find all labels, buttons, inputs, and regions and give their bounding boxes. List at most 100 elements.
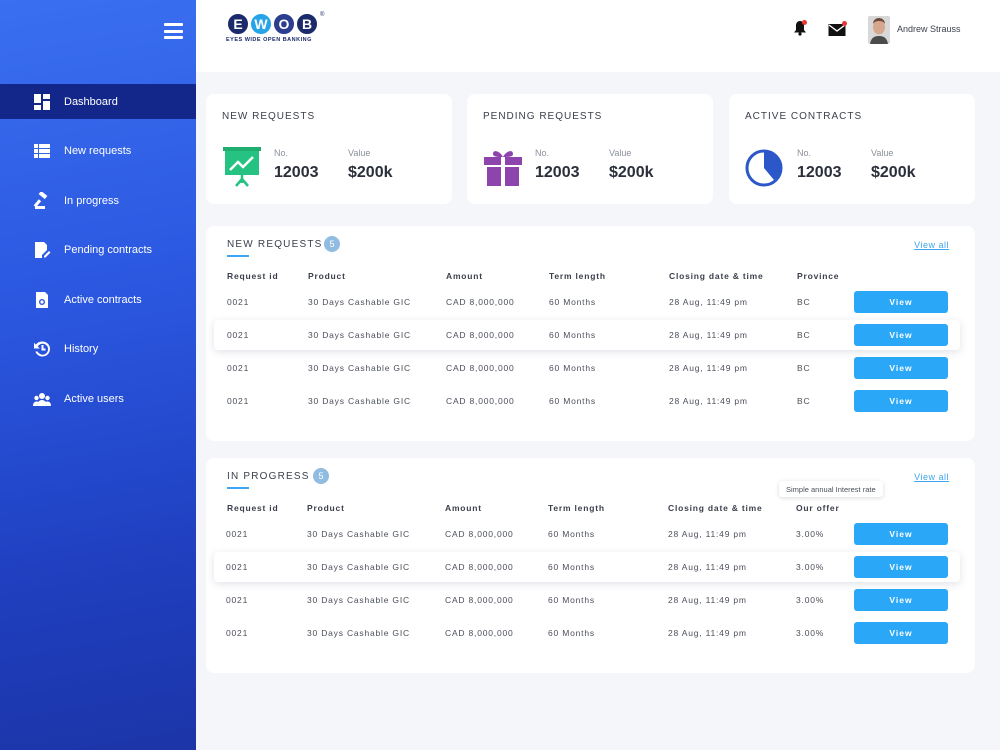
stat-card-new-requests: NEW REQUESTS No. 12003 Value $200k <box>206 94 452 204</box>
sidebar-nav: Dashboard New requests In progress Pendi… <box>0 84 196 431</box>
cell-amount: CAD 8,000,000 <box>446 396 515 406</box>
sidebar-item-new-requests[interactable]: New requests <box>0 134 196 169</box>
stat-card-pending-requests: PENDING REQUESTS No. 12003 Value $200k <box>467 94 713 204</box>
cell-amount: CAD 8,000,000 <box>445 595 514 605</box>
in-progress-panel: IN PROGRESS 5 View all Simple annual Int… <box>206 458 975 673</box>
logo-letter: W <box>249 12 273 36</box>
view-button[interactable]: View <box>854 357 948 379</box>
column-header: Closing date & time <box>669 271 764 281</box>
cell-closing: 28 Aug, 11:49 pm <box>668 628 747 638</box>
cell-term: 60 Months <box>549 363 596 373</box>
view-all-link[interactable]: View all <box>914 240 949 250</box>
cell-product: 30 Days Cashable GIC <box>307 562 410 572</box>
stat-no-label: No. <box>535 148 550 158</box>
user-name[interactable]: Andrew Strauss <box>897 24 961 34</box>
panel-title: IN PROGRESS <box>227 471 310 482</box>
sidebar-item-label: In progress <box>64 194 120 207</box>
view-button[interactable]: View <box>854 589 948 611</box>
list-icon <box>33 142 51 160</box>
offer-tooltip: Simple annual Interest rate <box>779 481 883 497</box>
table-row[interactable]: 0021 30 Days Cashable GIC CAD 8,000,000 … <box>214 519 960 549</box>
cell-amount: CAD 8,000,000 <box>445 562 514 572</box>
cell-request-id: 0021 <box>227 363 250 373</box>
cell-closing: 28 Aug, 11:49 pm <box>669 330 748 340</box>
column-header: Request id <box>227 503 279 513</box>
sidebar: Dashboard New requests In progress Pendi… <box>0 0 196 750</box>
stat-no-value: 12003 <box>274 164 319 181</box>
presentation-chart-icon <box>222 146 262 188</box>
sidebar-item-active-users[interactable]: Active users <box>0 381 196 416</box>
column-header: Request id <box>227 271 279 281</box>
view-button[interactable]: View <box>854 390 948 412</box>
stat-value: $200k <box>871 164 916 181</box>
cell-term: 60 Months <box>549 396 596 406</box>
cell-closing: 28 Aug, 11:49 pm <box>668 562 747 572</box>
sidebar-item-label: Pending contracts <box>64 244 153 256</box>
table-row[interactable]: 0021 30 Days Cashable GIC CAD 8,000,000 … <box>214 353 960 383</box>
view-button[interactable]: View <box>854 291 948 313</box>
sidebar-item-in-progress[interactable]: In progress <box>0 183 196 218</box>
view-button[interactable]: View <box>854 556 948 578</box>
cell-term: 60 Months <box>548 628 595 638</box>
cell-closing: 28 Aug, 11:49 pm <box>668 529 747 539</box>
cell-amount: CAD 8,000,000 <box>446 297 515 307</box>
column-header: Closing date & time <box>668 503 763 513</box>
view-all-link[interactable]: View all <box>914 472 949 482</box>
pie-chart-icon <box>745 146 785 188</box>
view-button[interactable]: View <box>854 523 948 545</box>
sidebar-item-active-contracts[interactable]: Active contracts <box>0 282 196 317</box>
mail-icon[interactable] <box>828 20 847 36</box>
sidebar-item-pending-contracts[interactable]: Pending contracts <box>0 233 196 268</box>
stat-value: $200k <box>609 164 654 181</box>
cell-product: 30 Days Cashable GIC <box>308 330 411 340</box>
cell-province: BC <box>797 363 811 373</box>
sidebar-item-history[interactable]: History <box>0 332 196 367</box>
column-header: Province <box>797 271 840 281</box>
table-row[interactable]: 0021 30 Days Cashable GIC CAD 8,000,000 … <box>214 585 960 615</box>
cell-closing: 28 Aug, 11:49 pm <box>669 297 748 307</box>
column-header: Amount <box>445 503 482 513</box>
avatar[interactable] <box>868 16 890 44</box>
sidebar-item-dashboard[interactable]: Dashboard <box>0 84 196 119</box>
stat-no-value: 12003 <box>535 164 580 181</box>
table-row[interactable]: 0021 30 Days Cashable GIC CAD 8,000,000 … <box>214 287 960 317</box>
cell-request-id: 0021 <box>226 628 249 638</box>
table-row[interactable]: 0021 30 Days Cashable GIC CAD 8,000,000 … <box>214 320 960 350</box>
stat-value-label: Value <box>609 148 632 158</box>
cell-term: 60 Months <box>548 595 595 605</box>
cell-amount: CAD 8,000,000 <box>445 529 514 539</box>
dashboard-icon <box>33 93 51 111</box>
cell-term: 60 Months <box>548 562 595 572</box>
menu-toggle-icon[interactable] <box>164 23 183 39</box>
column-header[interactable]: Our offer <box>796 503 840 513</box>
cell-product: 30 Days Cashable GIC <box>308 363 411 373</box>
table-row[interactable]: 0021 30 Days Cashable GIC CAD 8,000,000 … <box>214 386 960 416</box>
count-badge: 5 <box>324 236 340 252</box>
logo-letter: B <box>295 12 319 36</box>
stat-card-active-contracts: ACTIVE CONTRACTS No. 12003 Value $200k <box>729 94 975 204</box>
history-icon <box>33 340 51 358</box>
table-row[interactable]: 0021 30 Days Cashable GIC CAD 8,000,000 … <box>214 618 960 648</box>
column-header: Product <box>308 271 346 281</box>
sidebar-item-label: Active users <box>64 392 124 405</box>
cell-offer: 3.00% <box>796 562 825 572</box>
table-row[interactable]: 0021 30 Days Cashable GIC CAD 8,000,000 … <box>214 552 960 582</box>
view-button[interactable]: View <box>854 324 948 346</box>
brand-logo[interactable]: E W O B ® EYES WIDE OPEN BANKING <box>226 12 336 52</box>
gavel-icon <box>33 191 51 210</box>
logo-letter: E <box>226 12 250 36</box>
users-icon <box>33 390 51 408</box>
stat-title: ACTIVE CONTRACTS <box>745 111 863 122</box>
stat-no-label: No. <box>797 148 812 158</box>
title-underline <box>227 255 249 257</box>
cell-province: BC <box>797 297 811 307</box>
panel-title: NEW REQUESTS <box>227 239 323 250</box>
cell-offer: 3.00% <box>796 628 825 638</box>
cell-term: 60 Months <box>549 330 596 340</box>
cell-amount: CAD 8,000,000 <box>446 330 515 340</box>
cell-term: 60 Months <box>549 297 596 307</box>
cell-product: 30 Days Cashable GIC <box>307 595 410 605</box>
bell-icon[interactable] <box>793 20 807 36</box>
view-button[interactable]: View <box>854 622 948 644</box>
cell-product: 30 Days Cashable GIC <box>307 529 410 539</box>
